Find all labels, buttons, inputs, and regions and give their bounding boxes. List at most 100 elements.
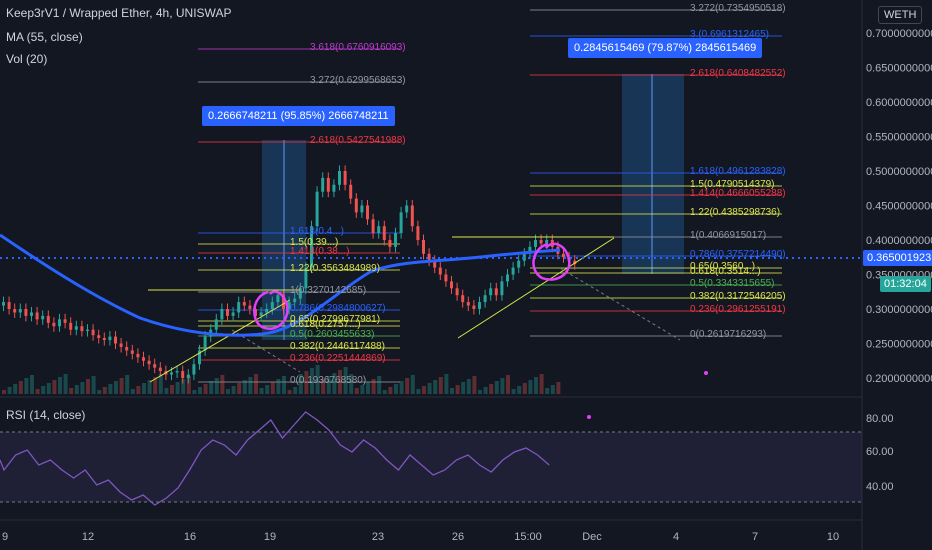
candle-body[interactable]: [472, 305, 476, 309]
candle-body[interactable]: [102, 337, 106, 341]
candle-body[interactable]: [7, 302, 11, 309]
candle-body[interactable]: [326, 177, 330, 192]
candle-body[interactable]: [35, 312, 39, 320]
candle-body[interactable]: [237, 302, 241, 313]
annotation-circle-right[interactable]: [532, 242, 571, 281]
candle-body[interactable]: [573, 260, 577, 265]
candle-body[interactable]: [478, 302, 481, 309]
candle-body[interactable]: [181, 371, 185, 378]
candle-body[interactable]: [511, 267, 515, 275]
candle-body[interactable]: [203, 336, 207, 351]
candle-body[interactable]: [58, 319, 61, 327]
candle-body[interactable]: [522, 253, 526, 261]
candle-body[interactable]: [539, 240, 543, 244]
candle-body[interactable]: [338, 171, 341, 185]
candle-body[interactable]: [298, 288, 302, 299]
candle-body[interactable]: [332, 184, 336, 192]
candle-body[interactable]: [231, 312, 235, 316]
candle-body[interactable]: [30, 312, 33, 316]
candle-body[interactable]: [69, 322, 73, 330]
candle-body[interactable]: [534, 240, 537, 247]
candle-body[interactable]: [125, 346, 129, 351]
candle-body[interactable]: [97, 335, 101, 338]
candle-body[interactable]: [158, 367, 162, 372]
candle-body[interactable]: [354, 198, 358, 213]
candle-body[interactable]: [142, 357, 145, 361]
measure-box-right[interactable]: [622, 74, 684, 274]
candle-body[interactable]: [321, 177, 325, 192]
candle-body[interactable]: [399, 212, 403, 234]
candle-body[interactable]: [259, 312, 263, 316]
candle-body[interactable]: [114, 336, 117, 344]
candle-body[interactable]: [119, 343, 123, 347]
candle-body[interactable]: [46, 315, 50, 323]
candle-body[interactable]: [214, 319, 218, 330]
ma-legend[interactable]: MA (55, close): [6, 30, 83, 44]
candle-body[interactable]: [52, 322, 56, 327]
candle-body[interactable]: [24, 309, 28, 316]
candle-body[interactable]: [276, 295, 280, 303]
candle-body[interactable]: [506, 274, 509, 282]
candle-body[interactable]: [433, 260, 437, 268]
candle-body[interactable]: [394, 233, 397, 247]
candle-body[interactable]: [371, 219, 375, 234]
candle-body[interactable]: [310, 226, 313, 268]
candle-body[interactable]: [343, 171, 347, 185]
candle-body[interactable]: [494, 288, 498, 296]
candle-body[interactable]: [18, 309, 22, 313]
candle-body[interactable]: [192, 364, 196, 375]
vol-legend[interactable]: Vol (20): [6, 52, 48, 66]
candle-body[interactable]: [86, 329, 89, 332]
candle-body[interactable]: [349, 184, 353, 199]
candle-body[interactable]: [388, 240, 392, 247]
candle-body[interactable]: [360, 205, 364, 213]
candle-body[interactable]: [136, 353, 140, 358]
candle-body[interactable]: [13, 309, 17, 313]
annotation-circle-left[interactable]: [253, 290, 289, 330]
candle-body[interactable]: [405, 205, 409, 213]
candle-body[interactable]: [410, 205, 414, 227]
candle-body[interactable]: [528, 246, 532, 254]
candle-body[interactable]: [461, 295, 465, 303]
candle-body[interactable]: [489, 288, 493, 296]
candle-body[interactable]: [422, 240, 425, 254]
candle-body[interactable]: [220, 309, 224, 320]
candle-body[interactable]: [130, 350, 134, 354]
candle-body[interactable]: [248, 305, 252, 309]
candle-body[interactable]: [170, 372, 173, 375]
candle-body[interactable]: [416, 226, 420, 240]
candle-body[interactable]: [366, 205, 369, 220]
candle-body[interactable]: [466, 302, 470, 306]
candle-body[interactable]: [186, 374, 190, 378]
currency-badge[interactable]: WETH: [878, 6, 923, 24]
candle-body[interactable]: [63, 319, 67, 323]
candle-body[interactable]: [315, 191, 319, 227]
candle-body[interactable]: [108, 336, 112, 341]
candle-body[interactable]: [74, 326, 78, 330]
trendline-left-lower[interactable]: [149, 299, 291, 383]
candle-body[interactable]: [455, 288, 459, 296]
candle-body[interactable]: [2, 302, 5, 306]
candle-body[interactable]: [483, 295, 487, 303]
candle-body[interactable]: [198, 350, 201, 365]
candle-body[interactable]: [438, 267, 442, 275]
candle-body[interactable]: [377, 226, 381, 234]
candle-body[interactable]: [242, 302, 246, 306]
candle-body[interactable]: [41, 315, 45, 320]
candle-body[interactable]: [153, 364, 157, 368]
candle-body[interactable]: [287, 302, 291, 309]
candle-body[interactable]: [427, 253, 431, 261]
candle-body[interactable]: [265, 309, 269, 313]
candle-body[interactable]: [562, 253, 565, 258]
candle-body[interactable]: [293, 298, 297, 303]
rsi-legend[interactable]: RSI (14, close): [6, 408, 86, 422]
symbol-title[interactable]: Keep3rV1 / Wrapped Ether, 4h, UNISWAP: [6, 6, 232, 20]
trendline-right-lower[interactable]: [457, 237, 615, 339]
candle-body[interactable]: [80, 326, 84, 332]
candle-body[interactable]: [175, 371, 179, 373]
candle-body[interactable]: [444, 274, 448, 282]
candle-body[interactable]: [226, 309, 229, 316]
candle-body[interactable]: [147, 360, 151, 365]
candle-body[interactable]: [282, 295, 285, 309]
